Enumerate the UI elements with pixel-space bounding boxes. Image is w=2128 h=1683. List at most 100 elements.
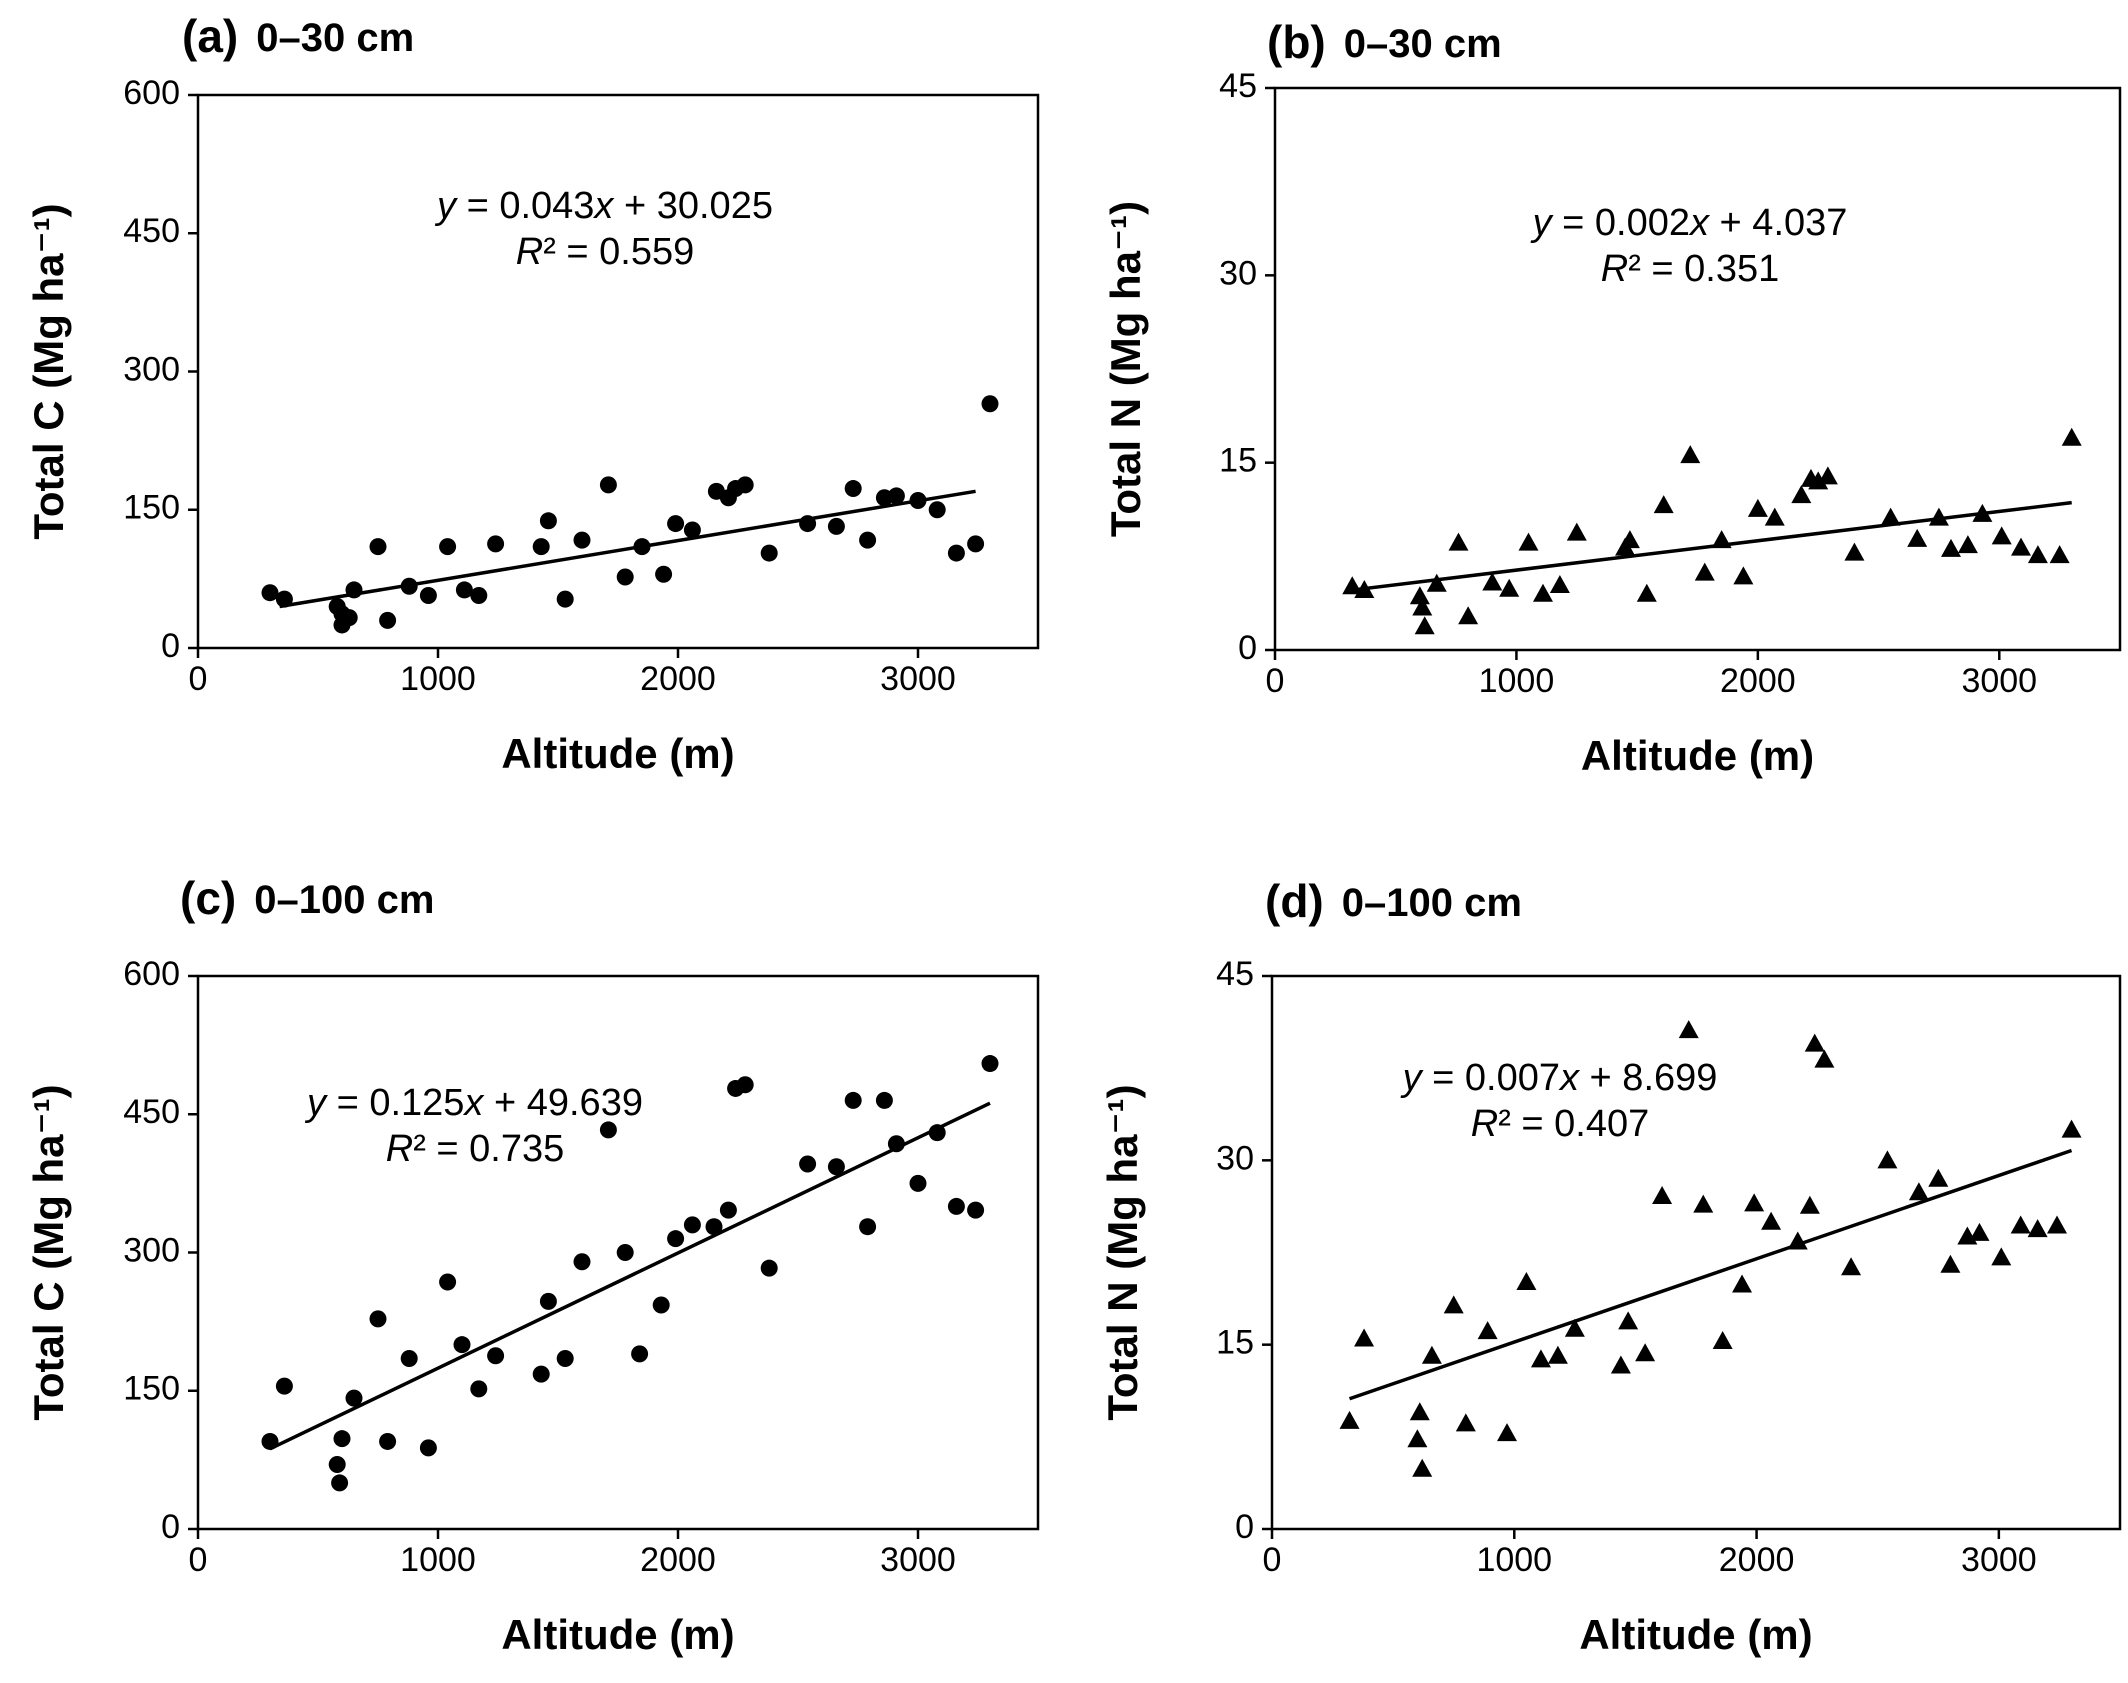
x-tick-label: 0 [1263, 1541, 1282, 1579]
x-tick-label: 3000 [1961, 662, 2037, 700]
data-point [844, 480, 862, 498]
data-point [419, 1439, 437, 1457]
panel-letter: (a) [182, 10, 238, 62]
data-point [1532, 583, 1553, 602]
panel-a: (a) 0–30 cm 0 150 300 450 600 0 1000 2000 3000 Alti… [25, 10, 1040, 777]
data-point [967, 1201, 985, 1219]
data-point [1678, 1020, 1699, 1039]
data-point [2027, 545, 2048, 564]
regression-equation: y = 0.002x + 4.037 [1530, 202, 1848, 244]
data-point [1908, 1182, 1929, 1201]
data-point [261, 1432, 279, 1450]
y-tick-label: 45 [1216, 955, 1254, 993]
panel-title: (b) 0–30 cm [1267, 16, 1502, 68]
data-point [1680, 445, 1701, 464]
x-axis-title: Altitude (m) [501, 1611, 734, 1658]
y-axis-title: Total C (Mg ha⁻¹) [25, 1084, 72, 1420]
y-tick-label: 15 [1216, 1324, 1254, 1362]
data-point [1804, 1033, 1825, 1052]
data-point [1354, 1328, 1375, 1347]
regression-line [1352, 500, 2072, 592]
data-point [616, 1244, 634, 1261]
data-point [667, 515, 685, 533]
data-point [1426, 573, 1447, 592]
data-point [331, 1474, 349, 1492]
data-point [333, 1430, 351, 1448]
data-point [1354, 580, 1375, 599]
data-point [1941, 538, 1961, 557]
regression-line [279, 489, 976, 609]
regression-equation: y = 0.125x + 49.639 [304, 1082, 643, 1124]
data-point [1618, 1311, 1639, 1330]
data-point [683, 521, 701, 539]
y-tick-label: 15 [1219, 442, 1257, 480]
data-point [1814, 1049, 1835, 1068]
data-point [1518, 532, 1539, 551]
y-axis-title: Total N (Mg ha⁻¹) [1099, 1084, 1146, 1420]
r-squared: R² = 0.351 [1601, 248, 1780, 290]
regression-equation: y = 0.043x + 30.025 [434, 185, 773, 227]
data-point [487, 1347, 505, 1365]
data-point [455, 581, 473, 599]
x-tick-label: 0 [189, 1541, 208, 1579]
y-tick-label: 150 [123, 489, 180, 527]
data-point [1610, 1355, 1631, 1374]
data-point [1791, 485, 1812, 504]
x-tick-label: 0 [189, 660, 208, 698]
data-point [556, 590, 574, 608]
x-tick-label: 1000 [400, 660, 476, 698]
data-point [1421, 1345, 1442, 1364]
data-point [844, 1091, 862, 1109]
y-tick-label: 0 [1235, 1508, 1254, 1546]
y-tick-label: 30 [1219, 254, 1257, 292]
data-point [419, 586, 437, 604]
data-point [1414, 616, 1435, 635]
data-point [736, 476, 754, 494]
data-point [947, 544, 965, 562]
data-point [827, 517, 845, 535]
x-tick-label: 2000 [640, 1541, 716, 1579]
y-tick-label: 600 [123, 955, 180, 993]
y-tick-label: 0 [161, 1508, 180, 1546]
data-point [599, 476, 617, 494]
data-point [655, 565, 673, 583]
data-point [1448, 532, 1469, 551]
data-point [799, 515, 817, 533]
data-point [400, 1349, 418, 1367]
data-point [947, 1197, 965, 1215]
plot-frame [1270, 974, 2122, 1531]
data-point [719, 1201, 737, 1219]
x-tick-label: 1000 [1476, 1541, 1552, 1579]
data-point [1744, 1193, 1765, 1212]
data-point [379, 611, 397, 629]
panel-depth: 0–30 cm [1344, 22, 1502, 66]
x-tick-label: 2000 [1720, 662, 1796, 700]
data-point [887, 1135, 905, 1153]
data-point [1564, 1318, 1585, 1337]
data-point [261, 584, 279, 602]
x-tick-label: 0 [1266, 662, 1285, 700]
data-point [633, 538, 651, 556]
y-tick-label: 600 [123, 74, 180, 112]
panel-letter: (c) [180, 872, 236, 924]
panel-depth: 0–100 cm [1342, 881, 1522, 925]
data-point [981, 1055, 999, 1073]
data-point [1412, 597, 1433, 616]
data-point [736, 1076, 754, 1094]
data-point [1516, 1271, 1537, 1290]
x-tick-label: 2000 [1719, 1541, 1795, 1579]
y-tick-label: 45 [1219, 67, 1257, 105]
x-axis-title: Altitude (m) [1579, 1611, 1812, 1658]
panel-letter: (d) [1265, 875, 1324, 927]
data-point [967, 535, 985, 553]
data-point [1477, 1321, 1498, 1340]
data-point [2047, 1215, 2068, 1234]
panel-letter: (b) [1267, 16, 1326, 68]
data-point [1880, 507, 1901, 526]
x-axis-title: Altitude (m) [1581, 732, 1814, 779]
plot-frame [196, 93, 1040, 650]
panel-b: (b) 0–30 cm 0 15 30 45 0 1000 2000 3000 Altitude (… [1102, 16, 2122, 779]
data-point [2061, 1119, 2082, 1138]
panel-depth: 0–100 cm [254, 878, 434, 922]
